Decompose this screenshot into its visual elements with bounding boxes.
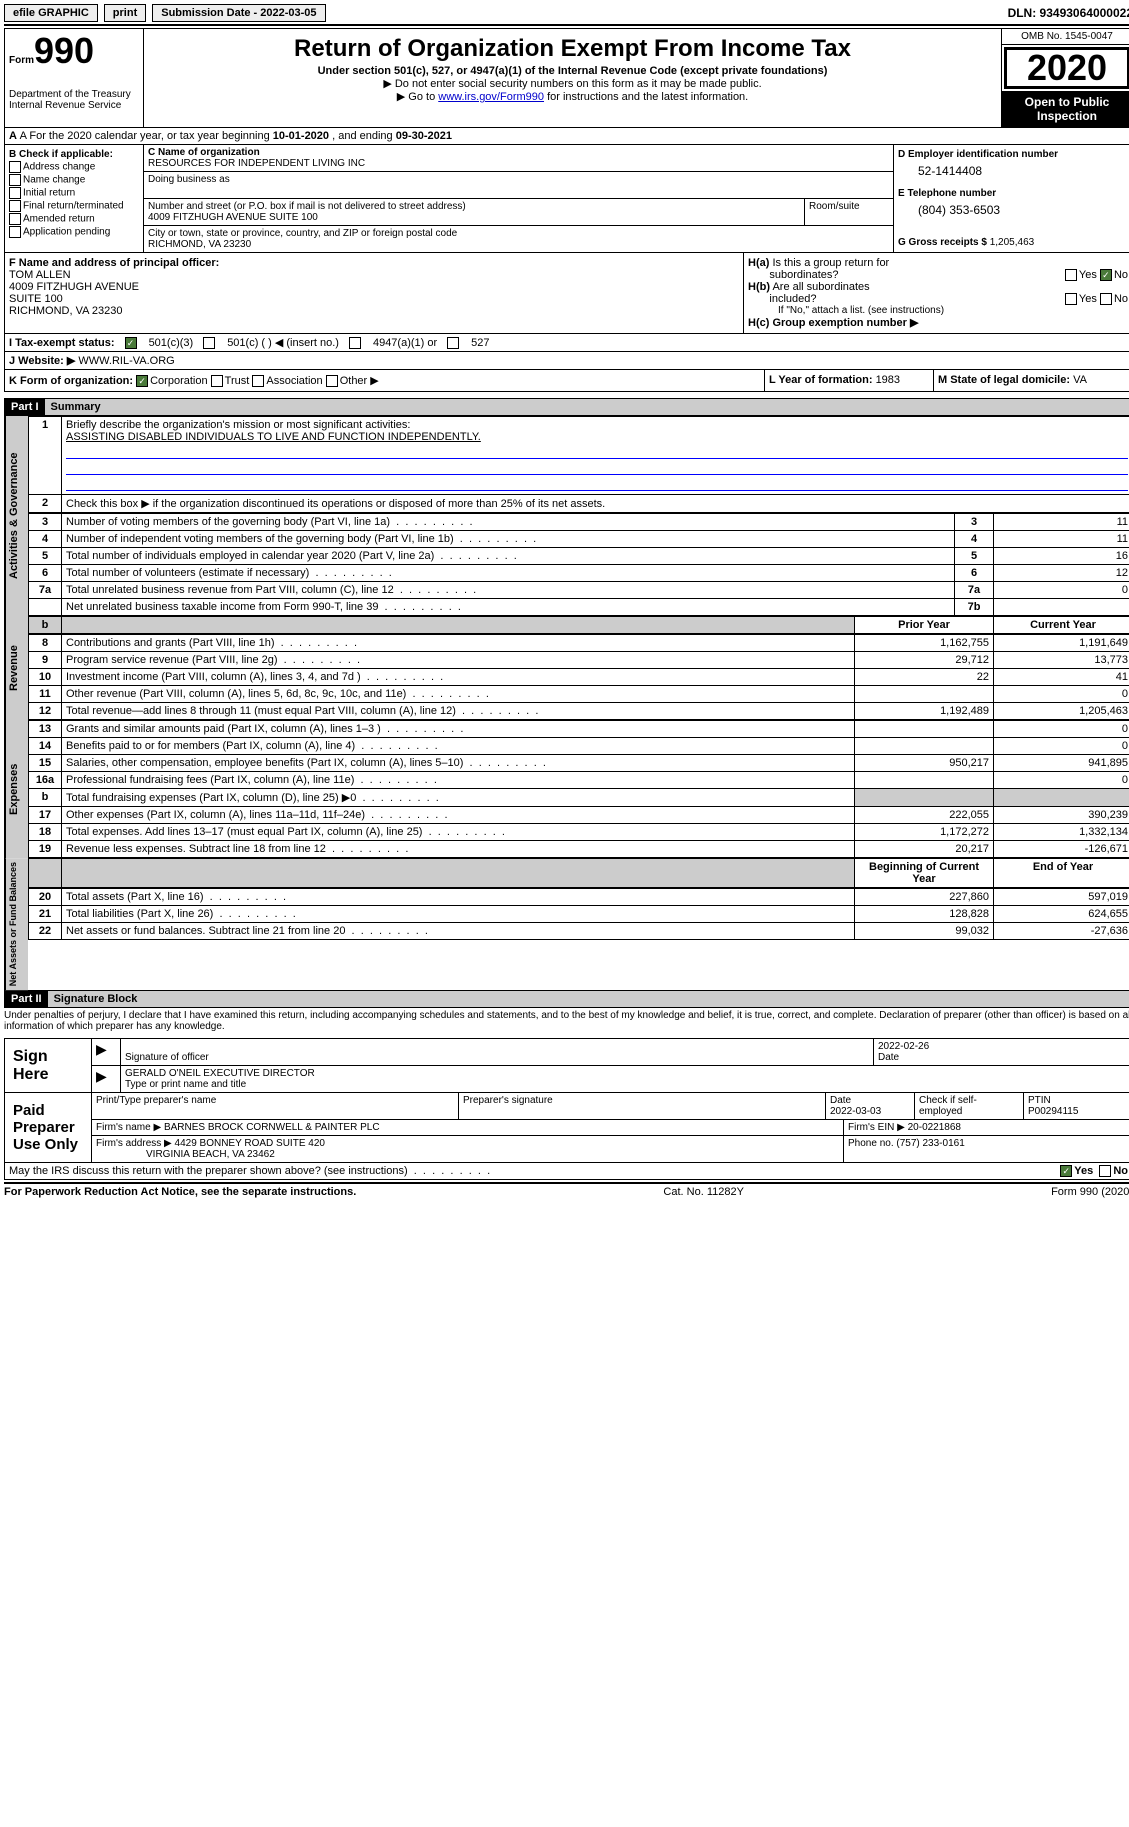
- print-button[interactable]: print: [104, 4, 146, 22]
- gross-receipts: 1,205,463: [990, 237, 1035, 248]
- col-b-checkboxes: B Check if applicable: Address change Na…: [5, 145, 144, 252]
- org-assoc[interactable]: [252, 375, 264, 387]
- firm-phone: (757) 233-0161: [896, 1138, 964, 1149]
- discuss-row: May the IRS discuss this return with the…: [4, 1163, 1129, 1180]
- officer-printed: GERALD O'NEIL EXECUTIVE DIRECTOR: [125, 1068, 315, 1079]
- sign-here-label: Sign Here: [5, 1039, 91, 1092]
- check-pending[interactable]: Application pending: [9, 226, 139, 238]
- block-b-through-g: B Check if applicable: Address change Na…: [4, 145, 1129, 253]
- paid-preparer-label: Paid Preparer Use Only: [5, 1093, 91, 1162]
- hb-no[interactable]: [1100, 293, 1112, 305]
- omb-number: OMB No. 1545-0047: [1002, 29, 1129, 45]
- form-title: Return of Organization Exempt From Incom…: [148, 35, 997, 63]
- form-label: Form990: [9, 55, 94, 66]
- section-expenses: Expenses 13Grants and similar amounts pa…: [4, 720, 1129, 858]
- part1-header: Part I: [5, 399, 45, 415]
- firm-ein: 20-0221868: [908, 1122, 961, 1133]
- org-corp[interactable]: [136, 375, 148, 387]
- org-other[interactable]: [326, 375, 338, 387]
- part2-title: Signature Block: [48, 991, 1129, 1007]
- row-j-website: J Website: ▶ WWW.RIL-VA.ORG: [4, 352, 1129, 370]
- irs-link[interactable]: www.irs.gov/Form990: [438, 91, 544, 103]
- tab-governance: Activities & Governance: [5, 416, 28, 616]
- note-ssn: ▶ Do not enter social security numbers o…: [148, 77, 997, 90]
- firm-name: BARNES BROCK CORNWELL & PAINTER PLC: [164, 1122, 380, 1133]
- website-value: WWW.RIL-VA.ORG: [78, 355, 174, 367]
- dln-label: DLN: 93493064000022: [1008, 6, 1129, 20]
- penalties-text: Under penalties of perjury, I declare th…: [4, 1008, 1129, 1034]
- status-501c[interactable]: [203, 337, 215, 349]
- phone-value: (804) 353-6503: [918, 203, 1128, 217]
- pointer-icon: ▶: [96, 1041, 107, 1057]
- org-name: RESOURCES FOR INDEPENDENT LIVING INC: [148, 158, 365, 169]
- tax-year: 2020: [1004, 47, 1129, 89]
- firm-addr: 4429 BONNEY ROAD SUITE 420: [175, 1138, 325, 1149]
- check-initial[interactable]: Initial return: [9, 187, 139, 199]
- sig-date: 2022-02-26: [878, 1041, 929, 1052]
- form-header: Form990 Department of the Treasury Inter…: [4, 28, 1129, 128]
- check-final[interactable]: Final return/terminated: [9, 200, 139, 212]
- year-formation: 1983: [876, 374, 900, 386]
- row-i-tax-status: I Tax-exempt status: 501(c)(3) 501(c) ( …: [4, 334, 1129, 352]
- top-bar: efile GRAPHIC print Submission Date - 20…: [4, 4, 1129, 22]
- ein-value: 52-1414408: [918, 164, 1128, 178]
- prep-date: 2022-03-03: [830, 1106, 881, 1117]
- ha-yes[interactable]: [1065, 269, 1077, 281]
- page-footer: For Paperwork Reduction Act Notice, see …: [4, 1182, 1129, 1200]
- form-number: 990: [34, 30, 94, 71]
- row-a-period: A A For the 2020 calendar year, or tax y…: [4, 128, 1129, 145]
- section-revenue: Revenue bPrior YearCurrent Year 8Contrib…: [4, 616, 1129, 720]
- efile-button[interactable]: efile GRAPHIC: [4, 4, 98, 22]
- col-c-org-info: C Name of organization RESOURCES FOR IND…: [144, 145, 893, 252]
- col-d-e-g: D Employer identification number 52-1414…: [893, 145, 1129, 252]
- submission-button[interactable]: Submission Date - 2022-03-05: [152, 4, 325, 22]
- status-527[interactable]: [447, 337, 459, 349]
- hb-yes[interactable]: [1065, 293, 1077, 305]
- section-governance: Activities & Governance 1 Briefly descri…: [4, 416, 1129, 616]
- org-trust[interactable]: [211, 375, 223, 387]
- org-street: 4009 FITZHUGH AVENUE SUITE 100: [148, 212, 318, 223]
- dept-label: Department of the Treasury Internal Reve…: [9, 89, 139, 111]
- part1-title: Summary: [45, 399, 1129, 415]
- status-501c3[interactable]: [125, 337, 137, 349]
- org-city: RICHMOND, VA 23230: [148, 239, 251, 250]
- signature-block: Sign Here ▶ Signature of officer 2022-02…: [4, 1038, 1129, 1163]
- row-f-h: F Name and address of principal officer:…: [4, 253, 1129, 334]
- officer-name: TOM ALLEN: [9, 269, 71, 281]
- check-name[interactable]: Name change: [9, 174, 139, 186]
- ha-no[interactable]: [1100, 269, 1112, 281]
- pointer-icon: ▶: [96, 1068, 107, 1084]
- ptin-value: P00294115: [1028, 1106, 1078, 1117]
- check-address[interactable]: Address change: [9, 161, 139, 173]
- part2-header: Part II: [5, 991, 48, 1007]
- check-amended[interactable]: Amended return: [9, 213, 139, 225]
- mission-text: ASSISTING DISABLED INDIVIDUALS TO LIVE A…: [66, 431, 481, 443]
- tab-expenses: Expenses: [5, 720, 28, 858]
- tab-revenue: Revenue: [5, 616, 28, 720]
- row-k-l-m: K Form of organization: Corporation Trus…: [4, 370, 1129, 392]
- discuss-no[interactable]: [1099, 1165, 1111, 1177]
- form-subtitle: Under section 501(c), 527, or 4947(a)(1)…: [148, 65, 997, 77]
- status-4947[interactable]: [349, 337, 361, 349]
- state-domicile: VA: [1073, 374, 1087, 386]
- discuss-yes[interactable]: [1060, 1165, 1072, 1177]
- tab-net-assets: Net Assets or Fund Balances: [5, 858, 28, 990]
- section-net-assets: Net Assets or Fund Balances Beginning of…: [4, 858, 1129, 990]
- open-inspection: Open to Public Inspection: [1002, 91, 1129, 127]
- note-goto: ▶ Go to www.irs.gov/Form990 for instruct…: [148, 90, 997, 103]
